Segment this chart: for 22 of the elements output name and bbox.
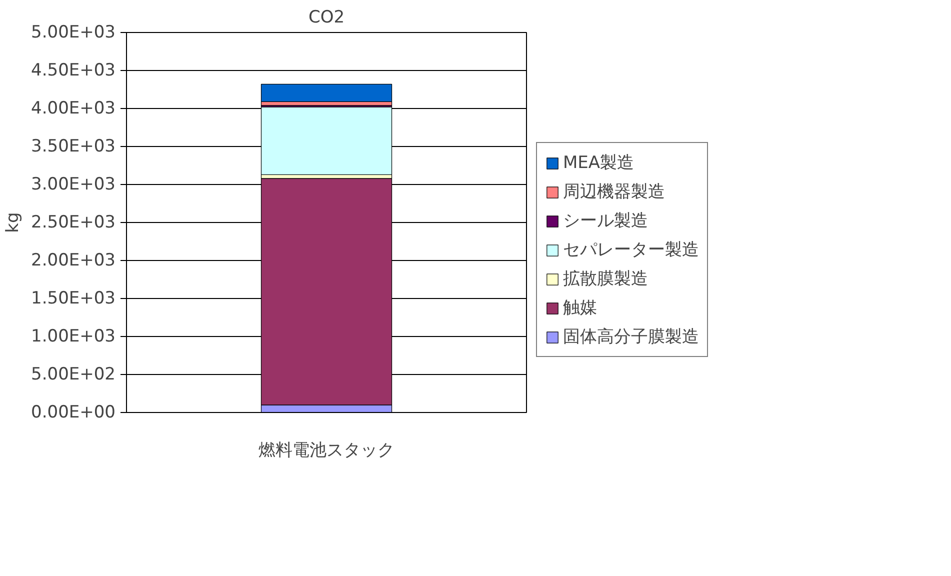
legend-label: MEA製造 — [563, 152, 634, 174]
y-axis-title: kg — [3, 212, 24, 233]
y-tick-label: 0.00E+00 — [31, 402, 116, 422]
y-tick-label: 3.00E+03 — [31, 174, 116, 194]
legend-label: セパレーター製造 — [563, 239, 699, 261]
legend-label: 固体高分子膜製造 — [563, 326, 699, 348]
y-tick-label: 2.00E+03 — [31, 250, 116, 270]
y-tick-label: 1.50E+03 — [31, 288, 116, 308]
x-tick-label: 燃料電池スタック — [258, 440, 394, 460]
y-tick-label: 4.50E+03 — [31, 60, 116, 80]
legend-label: 拡散膜製造 — [563, 268, 648, 290]
y-tick-label: 5.00E+02 — [31, 364, 116, 384]
legend-label: 触媒 — [563, 297, 597, 319]
legend-label: シール製造 — [563, 210, 648, 232]
y-tick-label: 3.50E+03 — [31, 136, 116, 156]
bar — [260, 84, 392, 102]
y-tick-label: 5.00E+03 — [31, 22, 116, 42]
y-tick-label: 4.00E+03 — [31, 98, 116, 118]
y-tick-label: 1.00E+03 — [31, 326, 116, 346]
chart-title: CO2 — [308, 8, 345, 28]
legend-label: 周辺機器製造 — [563, 181, 665, 203]
y-tick-label: 2.50E+03 — [31, 212, 116, 232]
